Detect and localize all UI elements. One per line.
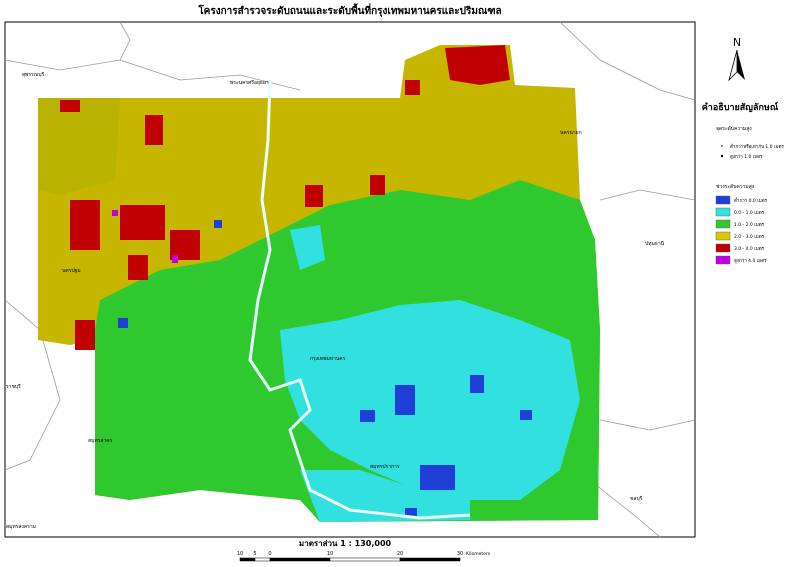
scale-segment — [329, 557, 401, 562]
patch — [112, 210, 118, 216]
range-label: 2.0 - 3.0 เมตร — [734, 234, 765, 240]
map-title: โครงการสำรวจระดับถนนและระดับพื้นที่กรุงเ… — [197, 3, 501, 17]
legend-subtitle: จุดระดับความสูง — [716, 126, 752, 132]
boundary — [599, 419, 696, 431]
boundary — [599, 189, 696, 201]
zone-below-0 — [118, 220, 532, 518]
scale-text: มาตราส่วน 1 : 130,000 — [299, 539, 392, 548]
patch — [172, 255, 178, 263]
patch — [405, 80, 420, 95]
scale-label: 30 — [457, 551, 463, 557]
place-label: สมุทรสงคราม — [6, 524, 36, 530]
range-swatch — [715, 243, 731, 253]
river — [248, 79, 471, 520]
arrow-half — [737, 50, 745, 80]
province-lines — [4, 21, 696, 538]
zone-2-3m — [38, 98, 120, 195]
zone-3-4m — [60, 45, 510, 350]
place-label: สมุทรปราการ — [370, 464, 400, 470]
scale-segment — [399, 557, 461, 562]
zone-0-1m — [280, 300, 580, 500]
range-swatch — [715, 207, 731, 217]
patch — [75, 320, 95, 350]
patch — [395, 385, 415, 415]
range-legend: ต่ำกว่า 0.0 เมตร 0.0 - 1.0 เมตร 1.0 - 2.0 … — [715, 195, 768, 265]
zone-above-4 — [112, 210, 178, 263]
range-swatch — [715, 219, 731, 229]
patch — [120, 205, 165, 240]
place-label: นครปฐม — [62, 268, 81, 274]
scale-label: 5 — [253, 551, 256, 557]
patch — [360, 410, 375, 422]
patch — [305, 185, 323, 207]
range-label: 3.0 - 4.0 เมตร — [734, 246, 765, 252]
scale-label: 20 — [397, 551, 403, 557]
range-label: 0.0 - 1.0 เมตร — [734, 210, 765, 216]
boundary — [559, 21, 696, 101]
patch — [420, 465, 455, 490]
range-label: 1.0 - 2.0 เมตร — [734, 222, 765, 228]
patch — [118, 318, 128, 328]
patch — [128, 255, 148, 280]
point-symbol — [721, 145, 723, 147]
patch — [145, 115, 163, 145]
patch — [214, 220, 222, 228]
place-label: สุพรรณบุรี — [22, 71, 45, 78]
legend-title: คำอธิบายสัญลักษณ์ — [702, 101, 779, 113]
range-label: ต่ำกว่า 0.0 เมตร — [734, 197, 768, 204]
patch — [405, 508, 417, 518]
north-label: N — [733, 36, 741, 49]
patch — [520, 410, 532, 420]
zone-0-1m — [290, 225, 325, 270]
place-labels: สุพรรณบุรี พระนครศรีอยุธยา นครนายก ปทุมธ… — [6, 71, 665, 530]
range-swatch — [715, 231, 731, 241]
boundary — [589, 479, 661, 538]
range-label: สูงกว่า 4.0 เมตร — [734, 258, 767, 264]
place-label: ราชบุรี — [6, 383, 21, 390]
place-label: กรุงเทพมหานคร — [310, 356, 346, 362]
patch — [445, 45, 510, 85]
scale-segment — [269, 557, 331, 562]
place-label: สมุทรสาคร — [88, 438, 113, 444]
patch — [60, 100, 80, 112]
place-label: ปทุมธานี — [645, 240, 665, 247]
legend-subtitle: ช่วงระดับความสูง — [716, 184, 755, 190]
zone-0-1m — [300, 470, 470, 522]
point-symbol — [720, 154, 724, 158]
range-swatch — [715, 255, 731, 265]
boundary — [4, 59, 301, 91]
scale-unit: Kilometers — [466, 551, 491, 557]
patch — [370, 175, 385, 195]
legend-item: สูงกว่า 1.0 เมตร — [730, 154, 763, 160]
scale-bar: 10 5 0 10 20 30 Kilometers — [237, 551, 491, 562]
boundary — [119, 21, 131, 61]
scale-label: 10 — [237, 551, 243, 557]
scale-segment — [254, 557, 271, 562]
range-swatch — [715, 195, 731, 205]
boundary — [4, 299, 61, 471]
place-label: ชลบุรี — [630, 495, 643, 502]
scale-label: 0 — [268, 551, 271, 557]
patch — [70, 200, 100, 250]
arrow-half — [728, 49, 738, 82]
legend-item: ต่ำกว่าหรือเท่ากับ 1.0 เมตร — [730, 143, 784, 150]
patch — [470, 375, 484, 393]
scale-segment — [239, 557, 256, 562]
place-label: พระนครศรีอยุธยา — [230, 79, 269, 86]
north-arrow: N — [728, 36, 745, 82]
elevation-raster — [38, 45, 600, 522]
place-label: นครนายก — [560, 130, 582, 136]
scale-label: 10 — [327, 551, 333, 557]
